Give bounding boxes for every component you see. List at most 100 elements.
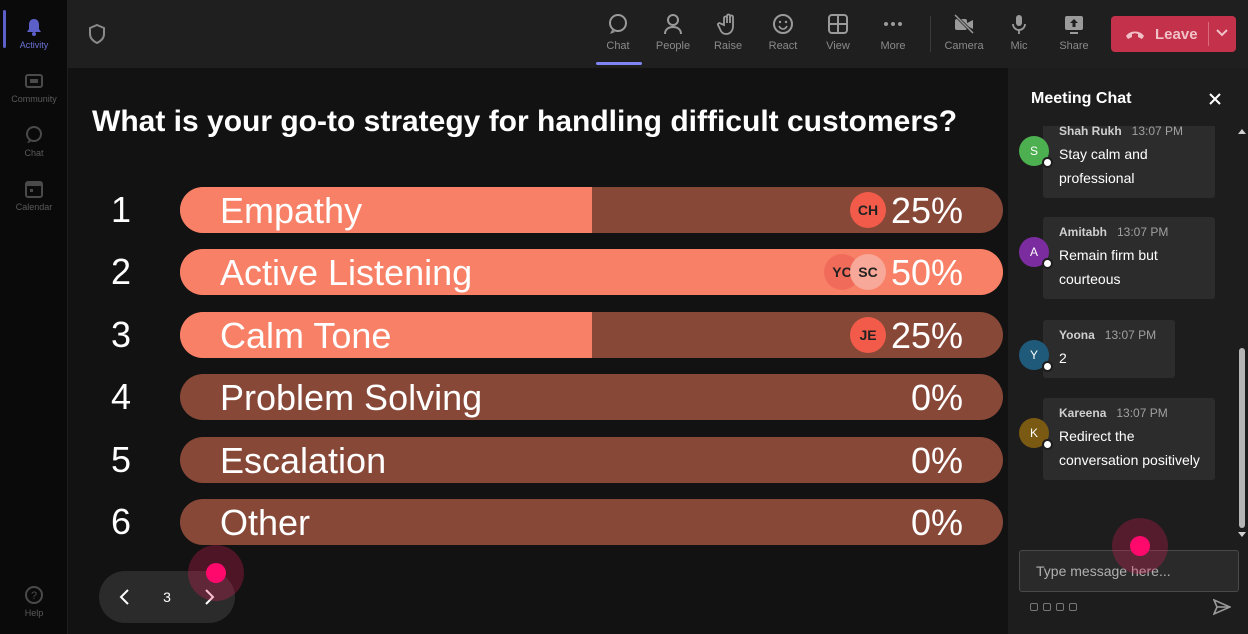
shield-icon[interactable]: [88, 24, 106, 44]
message-header: Amitabh 13:07 PM: [1059, 225, 1203, 239]
poll-option-bar: Empathy CH 25%: [180, 187, 1003, 233]
poll-results-panel: What is your go-to strategy for handling…: [68, 68, 1008, 634]
chevron-right-icon[interactable]: [199, 587, 219, 607]
attach-icon[interactable]: [1043, 603, 1051, 611]
close-icon[interactable]: [1207, 91, 1223, 107]
message-author: Yoona: [1059, 328, 1095, 342]
chat-message[interactable]: Yoona 13:07 PM 2: [1043, 320, 1175, 378]
rail-active-indicator: [3, 10, 6, 48]
chat-message[interactable]: Shah Rukh 13:07 PM Stay calm and professio…: [1043, 126, 1215, 198]
poll-option-bar: Active Listening YC SC 50%: [180, 249, 1003, 295]
rail-item-chat[interactable]: Chat: [0, 116, 68, 166]
gif-icon[interactable]: [1069, 603, 1077, 611]
option-label: Active Listening: [220, 252, 473, 293]
voter-avatar: SC: [850, 254, 886, 290]
toolbar-button-label: People: [655, 40, 691, 52]
option-label: Problem Solving: [220, 377, 483, 418]
rail-item-label: Help: [24, 607, 44, 618]
toolbar-camera-button[interactable]: Camera: [937, 8, 991, 62]
rail-item-label: Community: [11, 93, 57, 104]
option-number: 5: [110, 439, 132, 480]
rail-item-label: Calendar: [15, 201, 53, 212]
option-label: Calm Tone: [220, 315, 392, 356]
pointer-dot: [1130, 536, 1150, 556]
poll-bar-fill: [180, 312, 592, 358]
scroll-down-icon[interactable]: [1238, 532, 1246, 538]
option-number: 6: [110, 501, 132, 542]
message-header: Shah Rukh 13:07 PM: [1059, 126, 1203, 138]
option-percent: 25%: [890, 190, 963, 231]
rail-item-label: Chat: [24, 147, 44, 158]
rail-item-community[interactable]: Community: [0, 62, 68, 112]
chat-message-input[interactable]: [1019, 550, 1239, 592]
leave-button[interactable]: Leave: [1111, 16, 1236, 52]
message-timestamp: 13:07 PM: [1116, 406, 1168, 420]
toolbar-view-button[interactable]: View: [811, 8, 865, 62]
option-label: Escalation: [220, 440, 387, 481]
more-icon: [884, 22, 902, 26]
message-author: Amitabh: [1059, 225, 1107, 239]
presence-status-icon: [1042, 439, 1053, 450]
toolbar-raise-button[interactable]: Raise: [701, 8, 755, 62]
option-percent: 50%: [890, 252, 963, 293]
page-number: 3: [163, 589, 171, 605]
toolbar-button-label: Camera: [944, 40, 984, 52]
toolbar-button-label: More: [880, 40, 906, 52]
toolbar-button-label: Mic: [1010, 40, 1028, 52]
toolbar-share-button[interactable]: Share: [1047, 8, 1101, 62]
option-number: 3: [110, 314, 132, 355]
pointer-highlight: [188, 545, 244, 601]
format-icon[interactable]: [1030, 603, 1038, 611]
meeting-toolbar: Chat People Raise React View More Camera…: [68, 0, 1248, 68]
emoji-icon[interactable]: [1056, 603, 1064, 611]
rail-item-activity[interactable]: Activity: [0, 8, 68, 58]
toolbar-divider: [930, 16, 931, 52]
share-icon: [1065, 16, 1083, 34]
message-text: 2: [1059, 350, 1067, 366]
camera-off-icon: [953, 13, 975, 35]
toolbar-more-button[interactable]: More: [866, 8, 920, 62]
toolbar-chat-button[interactable]: Chat: [591, 8, 645, 62]
rail-item-help[interactable]: ? Help: [0, 576, 68, 626]
bell-icon: [27, 18, 41, 36]
toolbar-mic-button[interactable]: Mic: [992, 8, 1046, 62]
people-icon: [664, 14, 682, 35]
presence-status-icon: [1042, 157, 1053, 168]
message-author: Shah Rukh: [1059, 126, 1122, 138]
presence-status-icon: [1042, 258, 1053, 269]
chat-message[interactable]: Amitabh 13:07 PM Remain firm but courteous: [1043, 217, 1215, 299]
chat-message-list[interactable]: Shah Rukh 13:07 PM Stay calm and professio…: [1008, 126, 1248, 542]
toolbar-button-label: Share: [1059, 40, 1089, 52]
voter-avatar: JE: [850, 317, 886, 353]
meeting-chat-panel: Meeting Chat Shah Rukh 13:07 PM Stay calm …: [1008, 68, 1248, 634]
toolbar-react-button[interactable]: React: [756, 8, 810, 62]
message-timestamp: 13:07 PM: [1117, 225, 1169, 239]
option-number: 4: [110, 376, 132, 417]
option-number: 1: [110, 189, 132, 230]
mic-icon: [1012, 15, 1026, 34]
active-tab-indicator: [596, 62, 642, 65]
pointer-highlight: [1112, 518, 1168, 574]
send-icon[interactable]: [1213, 598, 1231, 616]
message-header: Kareena 13:07 PM: [1059, 406, 1203, 420]
option-label: Empathy: [220, 190, 363, 231]
chevron-left-icon[interactable]: [115, 587, 135, 607]
svg-text:?: ?: [31, 590, 37, 602]
rail-item-calendar[interactable]: Calendar: [0, 170, 68, 220]
calendar-icon: [25, 180, 43, 198]
scrollbar-thumb[interactable]: [1239, 348, 1245, 528]
message-header: Yoona 13:07 PM: [1059, 328, 1163, 342]
chevron-down-icon[interactable]: [1215, 28, 1229, 38]
poll-question: What is your go-to strategy for handling…: [92, 105, 958, 138]
message-author: Kareena: [1059, 406, 1107, 420]
chat-scrollbar[interactable]: [1236, 126, 1248, 542]
chat-message[interactable]: Kareena 13:07 PM Redirect the conversation…: [1043, 398, 1215, 480]
toolbar-people-button[interactable]: People: [646, 8, 700, 62]
react-icon: [773, 14, 793, 34]
voter-avatar: CH: [850, 192, 886, 228]
app-rail: Activity Community Chat Calendar ? Help: [0, 0, 68, 634]
option-percent: 0%: [910, 377, 963, 418]
scroll-up-icon[interactable]: [1238, 128, 1246, 134]
presence-status-icon: [1042, 361, 1053, 372]
toolbar-button-label: Raise: [713, 40, 743, 52]
